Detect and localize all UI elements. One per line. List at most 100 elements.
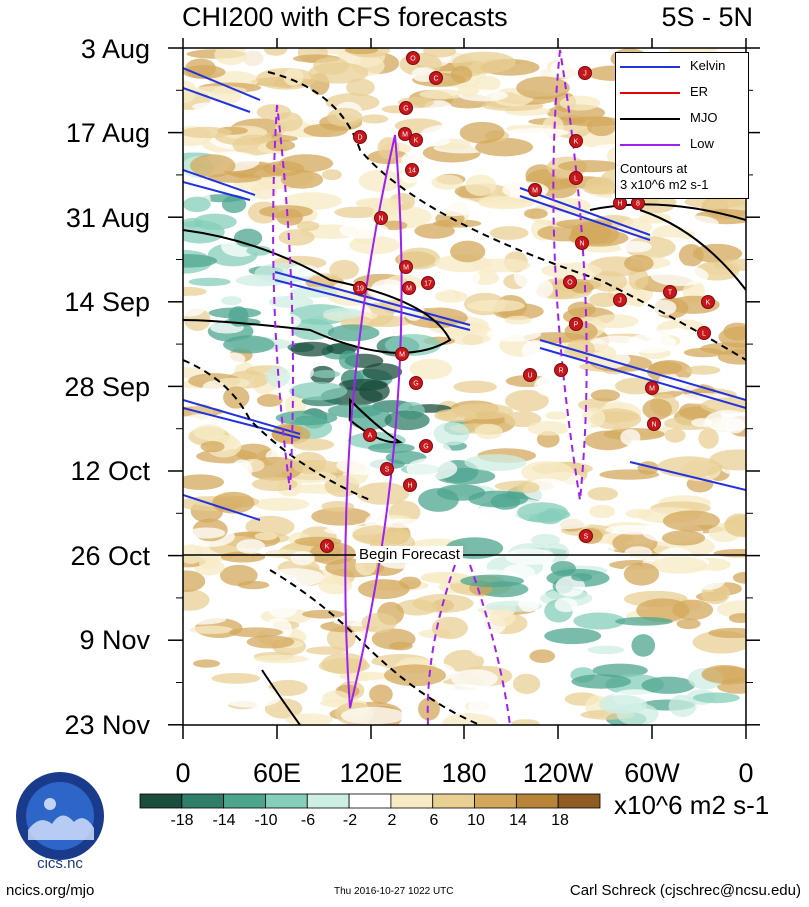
storm-marker: N [647, 417, 661, 431]
shading-cell [369, 684, 393, 704]
shading-cell [183, 474, 225, 490]
shading-cell [505, 389, 549, 412]
shading-cell [254, 654, 309, 664]
colorbar-box [181, 793, 225, 809]
shading-cell [668, 694, 697, 717]
shading-cell [192, 102, 237, 112]
shading-cell [589, 504, 616, 519]
shading-cell [221, 296, 242, 306]
shading-cell [219, 685, 282, 708]
shading-cell [449, 240, 486, 263]
colorbar-box [557, 793, 601, 809]
storm-marker: U [523, 368, 537, 382]
shading-cell [384, 664, 446, 687]
shading-cell [234, 443, 273, 461]
contour-line [519, 187, 651, 241]
storm-marker-label: M [406, 286, 412, 293]
storm-marker-label: S [584, 534, 589, 541]
shading-cell [183, 217, 204, 228]
shading-cell [183, 126, 232, 139]
storm-marker-label: U [527, 373, 532, 380]
colorbar-tick: -10 [254, 812, 278, 829]
storm-marker: M [402, 281, 416, 295]
shading-cell [504, 411, 542, 428]
legend: Kelvin ER MJO Low Contours at 3 x10^6 m2… [615, 52, 749, 199]
shading-cell [193, 659, 221, 668]
storm-marker-label: D [357, 135, 362, 142]
shading-cell [661, 530, 706, 546]
storm-marker: H [613, 196, 627, 210]
shading-cell [183, 286, 207, 297]
shading-cell [450, 65, 473, 84]
shading-cell [724, 418, 746, 434]
shading-cell [330, 143, 357, 162]
colorbar-tick: -18 [170, 812, 194, 829]
shading-cell [691, 570, 726, 590]
storm-marker-label: H [617, 201, 622, 208]
storm-marker-label: P [574, 322, 579, 329]
x-tick-label: 120W [522, 758, 594, 788]
shading-cell [460, 574, 524, 588]
footer-author: Carl Schreck (cjschrec@ncsu.edu) [569, 882, 801, 899]
shading-cell [587, 645, 625, 655]
contour-line [274, 271, 471, 331]
storm-marker-label: M [403, 265, 409, 272]
shading-cell [468, 490, 529, 508]
x-tick-label: 180 [441, 758, 487, 788]
shading-cell [470, 639, 511, 658]
shading-cell [615, 616, 673, 626]
wave-contours [183, 49, 746, 725]
shading-cell [200, 441, 225, 453]
storm-marker-label: N [579, 241, 584, 248]
contour-line [267, 71, 746, 361]
storm-marker: O [563, 275, 577, 289]
x-tick-label: 0 [738, 758, 754, 788]
shading-cell [521, 339, 550, 362]
shading-cell [418, 697, 440, 721]
shading-cell [489, 226, 529, 240]
shading-cell [183, 295, 207, 317]
shading-cell [358, 579, 410, 600]
storm-marker: N [374, 211, 388, 225]
shading-cell [642, 398, 673, 420]
shading-cell [290, 551, 315, 566]
storm-marker: L [569, 171, 583, 185]
shading-cell [370, 128, 400, 140]
y-tick-label: 12 Oct [70, 456, 150, 486]
shading-cell [274, 112, 303, 132]
storm-marker-label: C [433, 76, 438, 83]
axis-ticks [168, 38, 760, 739]
contour-note-line: 3 x10^6 m2 s-1 [620, 177, 709, 192]
x-tick-label: 0 [175, 758, 191, 788]
shading-cell [183, 80, 197, 104]
colorbar-tick: 18 [551, 812, 569, 829]
shading-cell [700, 397, 746, 414]
storm-marker: C [429, 71, 443, 85]
shading-cell [183, 65, 226, 79]
shading-cell [183, 589, 210, 611]
shading-cell [254, 532, 278, 541]
legend-label: Kelvin [690, 58, 726, 73]
colorbar-tick: 6 [429, 812, 439, 829]
shading-cell [428, 197, 480, 217]
shading-cell [265, 139, 296, 152]
shading-cell [590, 389, 621, 402]
colorbar-tick: 2 [387, 812, 397, 829]
shading-cell [545, 411, 568, 420]
storm-marker: 17 [421, 276, 435, 290]
shading-cell [701, 664, 746, 684]
shading-cell [389, 641, 413, 651]
storm-marker: D [353, 130, 367, 144]
shading-cell [676, 618, 701, 630]
shading-cell [664, 428, 686, 443]
shading-cell [573, 612, 626, 630]
contour-line [426, 564, 511, 725]
footer-timestamp: Thu 2016-10-27 1022 UTC [334, 886, 454, 897]
colorbar [139, 793, 601, 809]
y-tick-label: 26 Oct [70, 541, 150, 571]
shading-cell [360, 114, 389, 124]
shading-cell [435, 345, 465, 362]
shading-cell [685, 365, 721, 375]
storm-marker: K [409, 133, 423, 147]
shading-cell [221, 352, 246, 366]
